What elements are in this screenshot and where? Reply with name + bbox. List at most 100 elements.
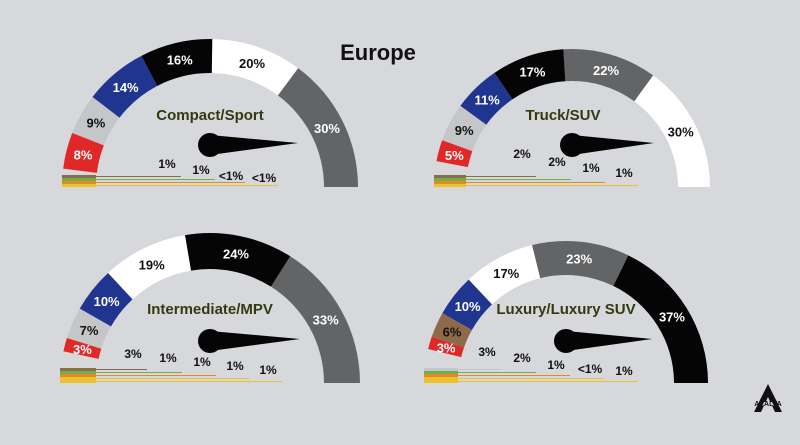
segment-label: 5% bbox=[445, 148, 464, 163]
gauge-4: 37%23%17%10%6%3% 3% 2% 1% <1% 1%Luxury/Luxury… bbox=[424, 240, 708, 383]
gauge-segment bbox=[72, 97, 120, 146]
gauge-title: Truck/SUV bbox=[525, 107, 600, 124]
segment-label: 20% bbox=[239, 56, 265, 71]
gauge-segment bbox=[428, 336, 464, 358]
small-value-label: 1% bbox=[226, 359, 244, 373]
segment-label: 6% bbox=[443, 325, 462, 340]
gauge-segment bbox=[211, 39, 299, 96]
segment-label: 17% bbox=[493, 266, 519, 281]
segment-label: 3% bbox=[437, 341, 456, 356]
small-value-label: 1% bbox=[615, 166, 633, 180]
gauge-segment bbox=[442, 105, 487, 152]
segment-label: 23% bbox=[566, 252, 592, 267]
segment-label: 33% bbox=[313, 312, 339, 327]
small-value-label: 1% bbox=[159, 351, 177, 365]
small-segment bbox=[434, 181, 466, 184]
small-value-label: 2% bbox=[513, 351, 531, 365]
segment-label: 11% bbox=[474, 92, 500, 107]
page-title: Europe bbox=[340, 40, 416, 65]
small-segment bbox=[60, 368, 96, 371]
small-value-label: 1% bbox=[158, 157, 176, 171]
small-value-label: 1% bbox=[259, 363, 277, 377]
gauge-segment bbox=[270, 256, 360, 383]
small-value-label: <1% bbox=[219, 169, 244, 183]
segment-label: 16% bbox=[167, 53, 193, 68]
small-segment bbox=[60, 380, 96, 383]
axalta-logo-icon bbox=[754, 384, 782, 412]
small-value-label: 1% bbox=[192, 163, 210, 177]
gauge-3: 33% 24% 19% 10% 7% 3% 3% 1% 1% 1% 1% Intermediate/M… bbox=[60, 233, 360, 383]
small-segment bbox=[424, 368, 458, 371]
segment-label: 7% bbox=[80, 323, 99, 338]
small-segment bbox=[62, 184, 96, 187]
segment-label: 14% bbox=[113, 80, 139, 95]
gauge-title: Intermediate/MPV bbox=[147, 301, 273, 318]
gauge-segment bbox=[277, 68, 358, 187]
gauge-segment bbox=[634, 75, 710, 187]
gauge-segment bbox=[431, 313, 472, 348]
gauge-segment bbox=[141, 39, 213, 86]
segment-label: 10% bbox=[455, 299, 481, 314]
segment-label: 3% bbox=[73, 342, 92, 357]
gauge-segment bbox=[79, 272, 133, 327]
gauge-segment bbox=[92, 55, 158, 118]
small-value-label: 3% bbox=[478, 345, 496, 359]
small-segment bbox=[424, 380, 458, 383]
small-value-label: 1% bbox=[615, 364, 633, 378]
gauge-1: 30% 20% 16% 14% 9% 8% 1% 1% <1% <1% Compact/Sport bbox=[62, 39, 358, 187]
small-value-label: 1% bbox=[582, 161, 600, 175]
gauge-segment bbox=[468, 245, 541, 305]
small-segment bbox=[424, 371, 458, 374]
small-segment bbox=[60, 374, 96, 377]
gauge-segment bbox=[108, 235, 191, 300]
gauge-segment bbox=[184, 233, 291, 287]
small-segment bbox=[434, 175, 466, 178]
gauge-segment bbox=[442, 279, 492, 330]
small-segment bbox=[62, 175, 96, 178]
small-segment bbox=[60, 371, 96, 374]
gauge-segment bbox=[66, 308, 111, 349]
gauge-segment bbox=[494, 49, 566, 100]
segment-label: 37% bbox=[659, 310, 685, 325]
small-segment bbox=[62, 181, 96, 184]
gauge-2: 30% 22% 17% 11% 9% 5% 2% 2% 1% 1% Truck/SUV bbox=[434, 49, 710, 187]
small-segment bbox=[60, 377, 96, 380]
segment-label: 9% bbox=[455, 123, 474, 138]
segment-label: 17% bbox=[519, 65, 545, 80]
gauge-segment bbox=[63, 337, 102, 359]
segment-label: 8% bbox=[74, 148, 93, 163]
gauge-segment bbox=[63, 133, 104, 173]
small-value-label: <1% bbox=[578, 362, 603, 376]
needle-hub bbox=[560, 133, 584, 157]
needle-hub bbox=[554, 329, 578, 353]
segment-label: 24% bbox=[223, 247, 249, 262]
small-value-label: <1% bbox=[252, 171, 277, 185]
segment-label: 30% bbox=[668, 125, 694, 140]
small-segment bbox=[424, 377, 458, 380]
gauge-segment bbox=[613, 255, 708, 383]
gauge-title: Compact/Sport bbox=[156, 107, 264, 124]
small-value-label: 1% bbox=[547, 358, 565, 372]
segment-label: 22% bbox=[593, 63, 619, 78]
small-value-label: 2% bbox=[548, 155, 566, 169]
gauge-segment bbox=[436, 140, 473, 168]
small-segment bbox=[434, 184, 466, 187]
brand-name: AXALTA bbox=[754, 401, 782, 408]
gauge-segment bbox=[460, 72, 513, 125]
small-value-label: 3% bbox=[124, 347, 142, 361]
needle-hub bbox=[198, 329, 222, 353]
segment-label: 9% bbox=[86, 116, 105, 131]
segment-label: 10% bbox=[94, 294, 120, 309]
gauge-title: Luxury/Luxury SUV bbox=[496, 301, 635, 318]
segment-label: 19% bbox=[139, 258, 165, 273]
small-segment bbox=[424, 374, 458, 377]
small-segment bbox=[434, 178, 466, 181]
gauge-needle bbox=[566, 331, 652, 351]
small-segment bbox=[62, 178, 96, 181]
gauge-needle bbox=[572, 135, 654, 155]
needle-hub bbox=[198, 133, 222, 157]
small-value-label: 2% bbox=[513, 147, 531, 161]
gauge-needle bbox=[210, 331, 300, 351]
gauge-segment bbox=[532, 240, 629, 286]
